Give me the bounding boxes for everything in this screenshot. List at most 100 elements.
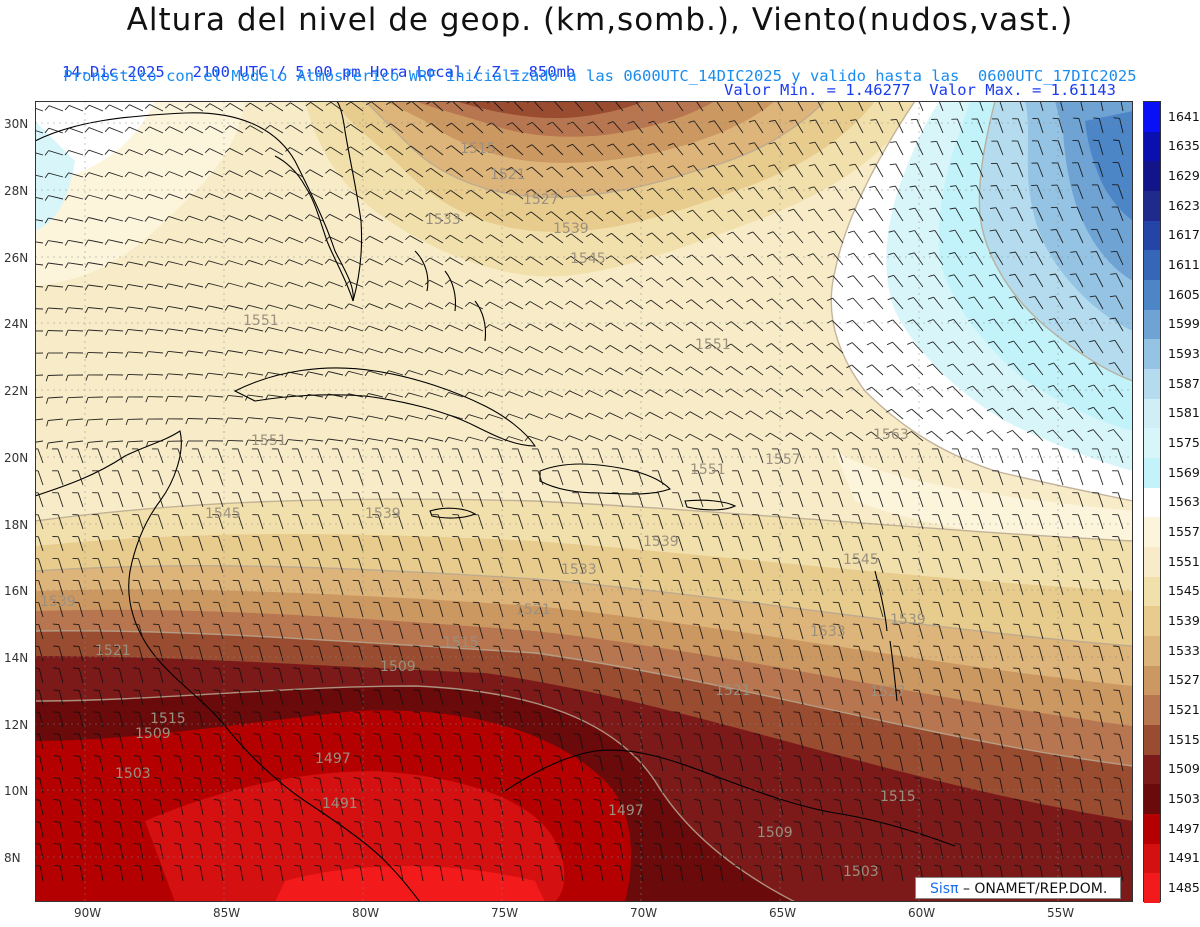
wind-barb-flag xyxy=(413,645,420,647)
wind-barb-flag xyxy=(64,285,69,291)
wind-barb-flag xyxy=(866,364,873,368)
wind-barb-flag xyxy=(124,261,129,268)
wind-barb-flag xyxy=(526,166,532,171)
wind-barb xyxy=(975,229,984,244)
wind-barb-flag xyxy=(384,415,389,421)
wind-barb-flag xyxy=(64,240,69,246)
wind-barb-flag xyxy=(234,820,241,823)
wind-barb xyxy=(157,536,164,552)
wind-barb xyxy=(1012,430,1024,442)
wind-barb-flag xyxy=(84,239,89,246)
wind-barb-flag xyxy=(866,341,873,346)
wind-barb xyxy=(589,390,604,398)
wind-barb xyxy=(438,668,444,684)
wind-barb xyxy=(569,367,584,376)
wind-barb-flag xyxy=(594,820,601,823)
wind-barb-flag xyxy=(645,344,651,349)
wind-barb xyxy=(498,668,504,684)
wind-barb xyxy=(237,514,244,530)
wind-barb-flag xyxy=(786,342,792,347)
wind-barb xyxy=(428,392,444,398)
wind-barb-flag xyxy=(853,667,860,669)
wind-barb-flag xyxy=(793,667,800,669)
wind-barb-flag xyxy=(333,755,340,757)
wind-barb xyxy=(959,734,964,750)
lat-label: 16N xyxy=(4,584,29,598)
wind-barb-flag xyxy=(185,440,189,447)
wind-barb xyxy=(358,668,364,684)
wind-barb xyxy=(673,143,684,156)
wind-barb xyxy=(937,514,944,530)
wind-barb-flag xyxy=(304,349,309,355)
wind-barb xyxy=(147,373,164,376)
wind-barb-flag xyxy=(84,262,89,268)
wind-barb xyxy=(717,514,724,530)
wind-barb-flag xyxy=(746,276,753,280)
wind-barb xyxy=(499,734,504,750)
wind-barb xyxy=(198,668,204,684)
wind-barb-flag xyxy=(1030,206,1037,209)
wind-barb-flag xyxy=(505,234,511,239)
wind-barb xyxy=(1077,184,1084,200)
wind-barb-flag xyxy=(1010,184,1017,187)
wind-barb xyxy=(159,800,164,816)
wind-barb xyxy=(612,143,624,156)
wind-barb-flag xyxy=(244,260,250,266)
lon-label: 80W xyxy=(352,906,380,920)
wind-barb xyxy=(118,712,124,728)
wind-barb-flag xyxy=(1073,689,1080,691)
wind-barb xyxy=(852,275,864,288)
wind-barb xyxy=(88,194,104,200)
wind-barb-flag xyxy=(453,645,460,647)
wind-barb xyxy=(148,148,164,156)
wind-barb xyxy=(1073,362,1084,376)
wind-barb-flag xyxy=(585,300,591,305)
wind-barb xyxy=(629,434,644,442)
wind-barb-flag xyxy=(424,279,430,285)
wind-barb xyxy=(188,283,204,288)
wind-barb-flag xyxy=(644,434,650,440)
wind-barb xyxy=(550,278,564,288)
wind-barb xyxy=(698,668,704,684)
wind-barb xyxy=(897,492,904,508)
wind-barb-flag xyxy=(474,820,481,823)
wind-barb xyxy=(1097,162,1104,178)
wind-barb-flag xyxy=(504,346,510,352)
wind-barb xyxy=(1058,118,1064,134)
map-title: Altura del nivel de geop. (km,somb.), Vi… xyxy=(126,2,1074,38)
wind-barb xyxy=(297,536,304,552)
wind-barb-flag xyxy=(484,301,491,307)
wind-barb-flag xyxy=(112,623,119,626)
wind-barb xyxy=(349,191,364,200)
contour-label: 1497 xyxy=(315,751,351,767)
wind-barb-flag xyxy=(424,302,430,308)
wind-barb-flag xyxy=(405,145,412,150)
wind-barb-flag xyxy=(473,799,480,801)
wind-barb-flag xyxy=(93,777,100,779)
wind-barb-flag xyxy=(504,413,510,419)
wind-barb xyxy=(871,342,884,354)
wind-barb xyxy=(691,276,704,288)
wind-barb-flag xyxy=(152,623,159,626)
wind-barb xyxy=(398,646,404,662)
wind-barb xyxy=(972,385,984,398)
wind-barb xyxy=(1095,295,1104,310)
wind-barb xyxy=(618,712,624,728)
wind-barb xyxy=(1078,690,1084,706)
wind-barb-flag xyxy=(464,324,470,330)
wind-barb xyxy=(197,470,204,486)
wind-barb-flag xyxy=(533,645,540,647)
wind-barb xyxy=(857,101,864,112)
wind-barb-flag xyxy=(54,820,61,823)
wind-barb xyxy=(1038,580,1044,596)
wind-barb xyxy=(719,778,724,794)
wind-barb xyxy=(858,690,864,706)
wind-barb xyxy=(958,558,964,574)
band-1569-west xyxy=(35,121,75,231)
wind-barb-flag xyxy=(35,799,40,801)
wind-barb xyxy=(99,822,104,838)
wind-barb xyxy=(328,393,344,398)
wind-barb-flag xyxy=(665,411,671,417)
wind-barb xyxy=(208,350,224,354)
wind-barb-flag xyxy=(953,799,960,801)
